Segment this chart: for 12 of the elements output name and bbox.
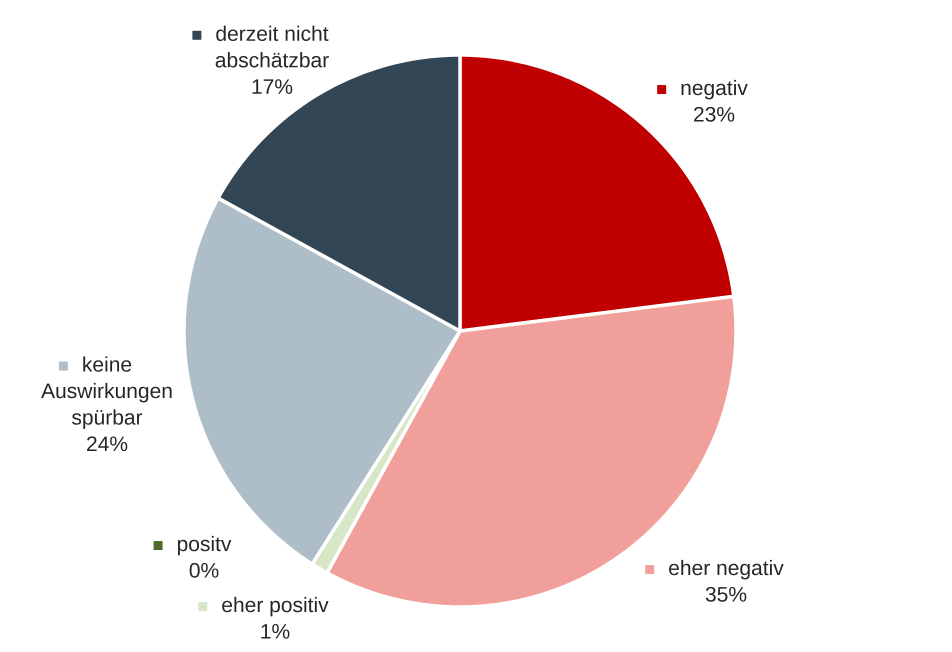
data-label: 24% xyxy=(87,436,128,452)
legend-label: derzeit nicht abschätzbar xyxy=(216,26,329,68)
data-label: 17% xyxy=(252,79,292,94)
data-label: 35% xyxy=(706,586,746,602)
data-label: 23% xyxy=(694,106,734,122)
text: 0% xyxy=(190,562,218,578)
legend-label: eher positiv xyxy=(222,596,329,616)
legend-label: keine Auswirkungen spürbar xyxy=(41,356,172,429)
legend-label: eher negativ xyxy=(669,560,784,580)
legend-label: positv xyxy=(178,536,232,556)
data-label: 1% xyxy=(261,624,290,639)
legend-label: negativ xyxy=(682,80,748,100)
